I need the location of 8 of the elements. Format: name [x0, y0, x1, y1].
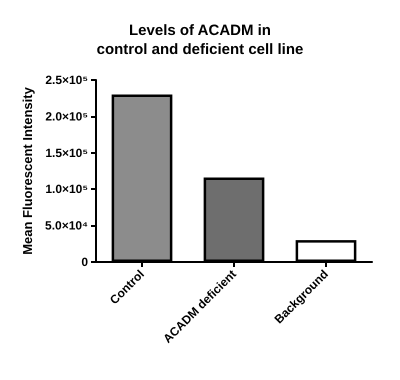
chart-title: Levels of ACADM in control and deficient cell line	[96, 22, 304, 58]
y-tick-label: 2.0×10⁵	[45, 109, 88, 124]
y-tick-label: 1.5×10⁵	[45, 146, 88, 160]
y-tick-label: 5.0×10⁴	[45, 218, 88, 233]
y-tick-label: 1.0×10⁵	[45, 182, 88, 196]
y-tick-label: 2.5×10⁵	[45, 73, 88, 87]
y-axis-title: Mean Fluorescent Intensity	[20, 86, 35, 255]
y-tick-label: 0	[81, 255, 88, 269]
